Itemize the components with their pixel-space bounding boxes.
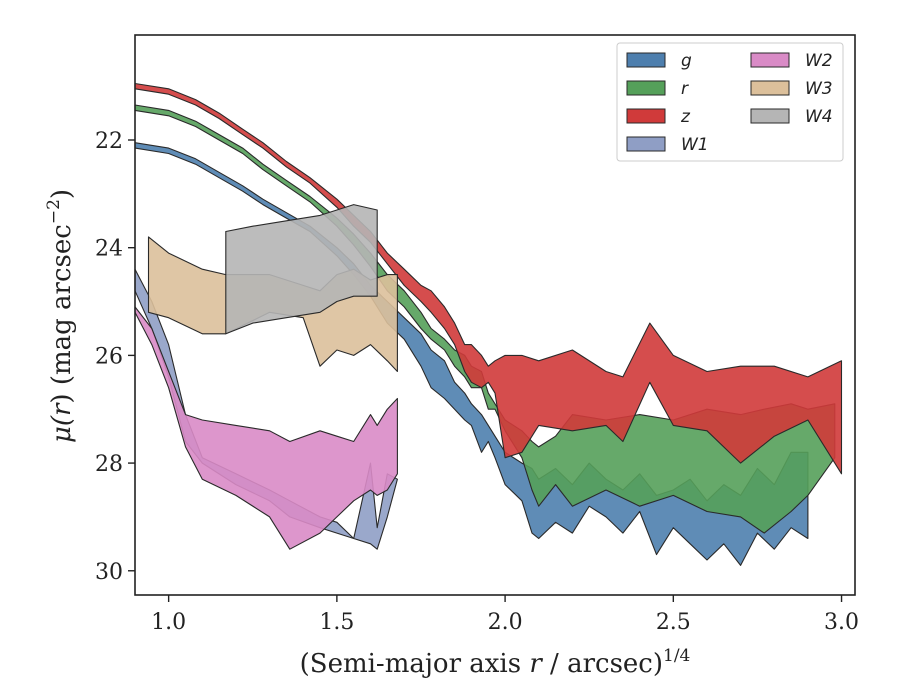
x-tick-label: 2.5	[656, 610, 691, 635]
legend-swatch-g	[626, 52, 666, 68]
legend-label-r: r	[681, 79, 689, 99]
x-tick-label: 1.5	[319, 610, 354, 635]
legend-label-z: z	[680, 107, 691, 127]
legend-swatch-r	[626, 80, 666, 96]
legend-frame	[616, 42, 844, 162]
series-band-g	[134, 142, 809, 566]
legend: grz W1 W2 W3 W4	[616, 42, 844, 162]
series-band-w2	[134, 306, 398, 550]
ticks-layer: 1.0 1.5 2.0 2.5 3.0 22 24 26 28 30	[95, 129, 859, 635]
legend-label-w1: W1	[681, 135, 709, 155]
legend-swatch-z	[626, 108, 666, 124]
x-axis-label: (Semi-major axis r / arcsec)1/4	[300, 646, 691, 679]
plot-frame	[134, 34, 856, 596]
legend-items: grz W1 W2 W3 W4	[626, 51, 833, 155]
y-tick-label: 30	[95, 560, 123, 585]
y-tick-label: 22	[95, 129, 123, 154]
legend-swatch-w3	[750, 80, 790, 96]
y-tick-label: 28	[95, 452, 123, 477]
legend-swatch-w2	[750, 52, 790, 68]
x-tick-label: 3.0	[824, 610, 859, 635]
y-tick-label: 26	[95, 344, 123, 369]
legend-swatch-w4	[750, 108, 790, 124]
series-band-w4	[225, 204, 378, 335]
x-tick-label: 1.0	[151, 610, 186, 635]
x-tick-label: 2.0	[488, 610, 523, 635]
y-axis-label: μ(r) (mag arcsec−2)	[44, 189, 77, 443]
series-band-z	[134, 82, 843, 475]
legend-label-w4: W4	[805, 107, 833, 127]
legend-swatch-w1	[626, 136, 666, 152]
legend-label-w3: W3	[805, 79, 833, 99]
legend-label-g: g	[681, 51, 692, 71]
y-tick-label: 24	[95, 237, 123, 262]
legend-label-w2: W2	[805, 51, 833, 71]
series-layer	[134, 82, 843, 566]
